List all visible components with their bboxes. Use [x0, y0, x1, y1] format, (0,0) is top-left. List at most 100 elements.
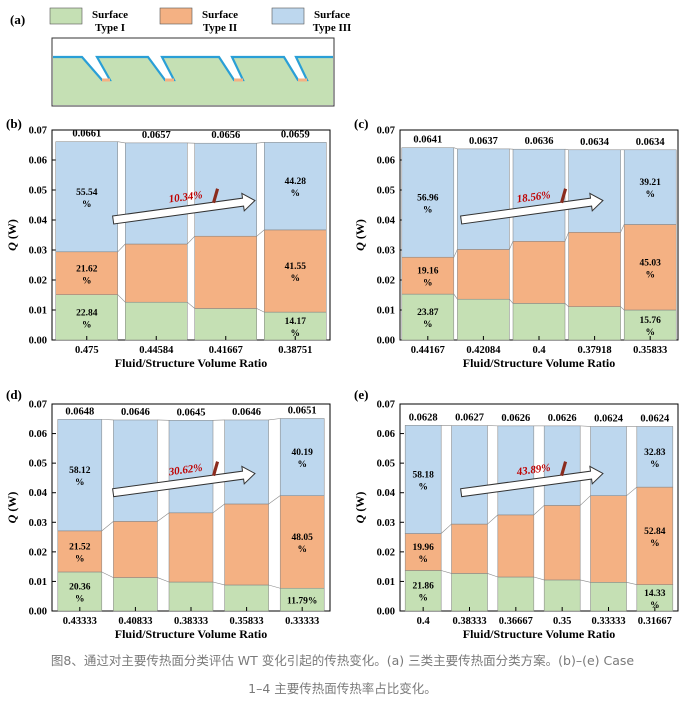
connector-line — [187, 301, 195, 309]
x-axis-label: Fluid/Structure Volume Ratio — [115, 627, 267, 641]
bar-5-segment-type-3 — [623, 149, 677, 225]
bar-2-segment-type-2 — [457, 249, 510, 300]
connector-line — [101, 521, 114, 532]
segment-percent-sign: % — [423, 205, 433, 215]
bar-1-segment-type-3 — [57, 419, 103, 532]
segment-percent-label: 58.18 — [412, 470, 434, 480]
y-tick-label: 0.07 — [29, 126, 47, 137]
bar-4-segment-type-2 — [224, 503, 269, 586]
y-tick-label: 0.05 — [29, 186, 47, 197]
bar-total-label: 0.0636 — [525, 136, 554, 147]
bar-5-segment-type-1 — [590, 582, 627, 612]
bar-1-segment-type-3 — [404, 425, 442, 534]
y-tick-label: 0.00 — [377, 336, 395, 347]
y-tick-label: 0.02 — [377, 276, 395, 287]
y-tick-label: 0.03 — [29, 246, 47, 257]
trend-annotation-label: 10.34% — [168, 189, 203, 206]
segment-percent-label: 22.84 — [76, 308, 98, 318]
panel-letter: (d) — [6, 387, 22, 402]
y-tick-label: 0.00 — [29, 336, 47, 347]
x-tick-label: 0.41667 — [209, 345, 243, 356]
bar-4-segment-type-2 — [543, 505, 581, 581]
bar-3-segment-type-1 — [497, 576, 535, 612]
y-tick-label: 0.06 — [377, 156, 395, 167]
segment-percent-sign: % — [291, 329, 301, 339]
connector-line — [268, 495, 281, 505]
trend-annotation-label: 43.89% — [515, 462, 551, 479]
bar-4-segment-type-1 — [543, 579, 581, 612]
y-tick-label: 0.03 — [29, 518, 47, 529]
segment-percent-label: 21.86 — [412, 582, 434, 592]
trend-arrow — [112, 192, 256, 225]
chart-panel-d: (d) 0.00 0.01 0.02 0.03 0.04 0.05 0.06 0.07 Q (W)… — [5, 387, 331, 641]
chart-panel-b: (b) 0.00 0.01 0.02 0.03 0.04 0.05 0.06 0.07 Q (W)… — [5, 116, 331, 370]
x-tick-label: 0.38751 — [278, 345, 312, 356]
segment-percent-sign: % — [418, 555, 428, 565]
bar-5-segment-type-2 — [590, 495, 627, 583]
segment-percent-sign: % — [75, 594, 85, 604]
x-tick-label: 0.40833 — [118, 616, 152, 627]
x-tick-label: 0.35833 — [633, 345, 667, 356]
connector-line — [453, 249, 458, 258]
trend-wedge-marker — [560, 188, 568, 204]
x-tick-label: 0.38333 — [452, 616, 486, 627]
connector-line — [620, 306, 625, 311]
segment-percent-label: 14.33 — [644, 589, 666, 599]
connector-line — [256, 229, 265, 237]
plot-frame — [399, 403, 679, 612]
bar-2-segment-type-1 — [113, 577, 158, 612]
x-tick-label: 0.38333 — [174, 616, 208, 627]
trend-annotation-label: 30.62% — [167, 462, 203, 479]
bar-total-label: 0.0626 — [501, 413, 530, 424]
segment-percent-sign: % — [423, 279, 433, 289]
bar-3-segment-type-3 — [194, 142, 257, 237]
segment-percent-label: 55.54 — [76, 188, 98, 198]
panel-letter: (b) — [6, 116, 22, 131]
segment-percent-label: 44.28 — [285, 177, 307, 187]
y-tick-label: 0.00 — [29, 607, 47, 618]
bar-3-segment-type-1 — [512, 303, 566, 341]
segment-percent-sign: % — [418, 482, 428, 492]
connector-line — [101, 419, 114, 421]
y-tick-label: 0.01 — [377, 306, 395, 317]
bar-2-segment-type-2 — [451, 523, 488, 574]
x-tick-label: 0.36667 — [499, 616, 533, 627]
segment-percent-label: 48.05 — [292, 533, 314, 543]
trend-wedge-marker — [560, 461, 568, 477]
connector-line — [256, 308, 265, 313]
connector-line — [187, 235, 195, 245]
bar-6-segment-type-3 — [636, 426, 674, 488]
y-tick-label: 0.01 — [29, 306, 47, 317]
segment-percent-sign: % — [75, 554, 85, 564]
bar-2-segment-type-3 — [457, 148, 510, 250]
y-tick-label: 0.04 — [377, 488, 396, 499]
x-tick-label: 0.43333 — [63, 616, 97, 627]
segment-percent-label: 21.52 — [69, 542, 91, 552]
segment-percent-sign: % — [645, 328, 655, 338]
trend-arrow — [460, 465, 604, 498]
bar-total-label: 0.0626 — [548, 413, 577, 424]
bar-total-label: 0.0634 — [580, 137, 610, 148]
x-tick-label: 0.4 — [417, 616, 431, 627]
y-tick-label: 0.05 — [377, 459, 395, 470]
segment-percent-label: 19.96 — [412, 543, 434, 553]
bar-total-label: 0.0648 — [65, 406, 94, 417]
bar-4-segment-type-3 — [543, 425, 581, 506]
bar-1-segment-type-3 — [55, 141, 118, 253]
bar-2-segment-type-1 — [451, 573, 488, 612]
segment-percent-label: 58.12 — [69, 466, 91, 476]
segment-percent-sign: % — [82, 200, 92, 210]
segment-percent-label: 41.55 — [285, 262, 307, 272]
bar-3-segment-type-2 — [194, 235, 257, 309]
trend-wedge-marker — [212, 188, 220, 204]
y-tick-label: 0.01 — [377, 577, 395, 588]
segment-percent-sign: % — [650, 601, 660, 611]
segment-percent-label: 56.96 — [417, 193, 439, 203]
connector-line — [157, 512, 170, 522]
y-tick-label: 0.02 — [29, 276, 47, 287]
legend-swatch-3 — [271, 7, 305, 25]
connector-line — [117, 141, 126, 144]
x-tick-label: 0.33333 — [591, 616, 625, 627]
